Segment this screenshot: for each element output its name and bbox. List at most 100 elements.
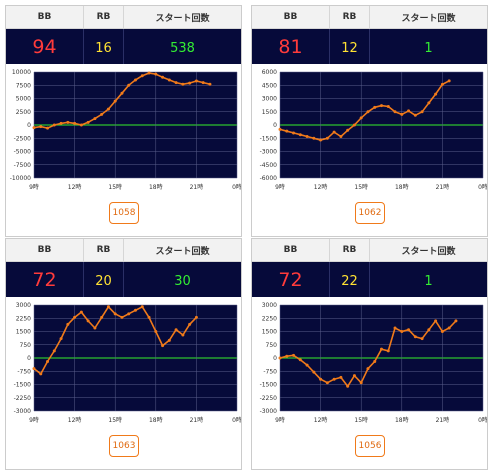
- y-tick-label: 0: [27, 122, 31, 129]
- data-point: [420, 337, 424, 341]
- x-tick-label: 21時: [190, 183, 204, 191]
- x-tick-label: 9時: [275, 416, 285, 424]
- x-tick-label: 15時: [354, 416, 368, 424]
- data-point: [52, 123, 56, 127]
- y-tick-label: -1500: [14, 382, 32, 389]
- data-point: [346, 384, 350, 388]
- start-count: 1: [369, 28, 487, 64]
- x-tick-label: 9時: [275, 183, 285, 191]
- y-tick-label: 3000: [16, 302, 31, 309]
- data-point: [201, 81, 205, 85]
- data-point: [188, 322, 192, 326]
- data-point: [106, 305, 110, 309]
- y-tick-label: 7500: [16, 82, 31, 89]
- machine-number-button[interactable]: 1056: [355, 435, 385, 457]
- x-tick-label: 15時: [108, 416, 122, 424]
- data-point: [66, 322, 70, 326]
- slump-chart: 10000 7500 5000 2500 0 -2500 -5000 -7500 -100009…: [10, 69, 241, 191]
- y-tick-label: 750: [266, 342, 278, 349]
- data-point: [93, 326, 97, 330]
- y-tick-label: -10000: [10, 175, 31, 182]
- data-point: [161, 344, 165, 348]
- start-value: 538: [170, 41, 195, 56]
- data-point: [79, 310, 83, 314]
- x-tick-label: 15時: [108, 183, 122, 191]
- data-point: [380, 104, 383, 108]
- stats-table: BB RB スタート回数 72 22 1: [252, 239, 487, 297]
- bb-value: 72: [32, 268, 57, 291]
- y-tick-label: 0: [273, 355, 277, 362]
- data-point: [298, 358, 302, 362]
- rb-count: 16: [83, 28, 124, 64]
- header-bb: BB: [6, 239, 85, 262]
- header-rb: RB: [329, 6, 370, 29]
- data-point: [292, 131, 296, 135]
- y-tick-label: 2250: [16, 315, 31, 322]
- data-point: [400, 112, 404, 116]
- data-point: [127, 312, 131, 316]
- y-tick-label: -750: [17, 368, 31, 375]
- data-point: [113, 312, 117, 316]
- x-tick-label: 12時: [314, 416, 328, 424]
- data-point: [325, 136, 329, 140]
- data-point: [285, 354, 289, 358]
- y-tick-label: 1500: [262, 109, 277, 116]
- stats-table: BB RB スタート回数 72 20 30: [6, 239, 241, 297]
- data-point: [292, 353, 296, 357]
- y-tick-label: -6000: [260, 175, 278, 182]
- y-tick-label: 6000: [262, 69, 277, 76]
- data-point: [278, 356, 282, 360]
- data-point: [140, 305, 144, 309]
- x-tick-label: 12時: [68, 183, 82, 191]
- y-tick-label: 0: [273, 122, 277, 129]
- data-point: [319, 138, 323, 142]
- data-point: [298, 133, 302, 137]
- rb-value: 22: [341, 274, 358, 289]
- start-value: 30: [174, 274, 191, 289]
- data-point: [39, 125, 43, 129]
- rb-count: 22: [329, 261, 370, 297]
- y-tick-label: -5000: [14, 149, 32, 156]
- rb-value: 12: [341, 41, 358, 56]
- x-tick-label: 21時: [436, 183, 450, 191]
- machine-card-1056: BB RB スタート回数 72 22 1 3000 2250 1500 750 0 -750 -1500…: [251, 238, 488, 470]
- data-point: [93, 117, 97, 121]
- x-tick-label: 21時: [436, 416, 450, 424]
- machine-number-button[interactable]: 1058: [109, 202, 139, 224]
- header-start: スタート回数: [123, 6, 241, 29]
- data-point: [373, 105, 377, 109]
- header-bb: BB: [252, 6, 331, 29]
- rb-value: 20: [95, 274, 112, 289]
- data-point: [46, 126, 50, 130]
- rb-count: 20: [83, 261, 124, 297]
- data-point: [147, 71, 151, 75]
- data-point: [86, 319, 90, 323]
- data-point: [73, 121, 77, 125]
- data-point: [194, 79, 198, 83]
- bb-value: 72: [278, 268, 303, 291]
- x-tick-label: 0時: [232, 183, 241, 191]
- x-tick-label: 21時: [190, 416, 204, 424]
- data-point: [400, 330, 404, 333]
- data-point: [447, 326, 451, 330]
- data-point: [352, 123, 356, 127]
- data-point: [420, 110, 424, 114]
- data-point: [174, 81, 178, 85]
- data-point: [208, 82, 212, 86]
- y-tick-label: 4500: [262, 82, 277, 89]
- bb-value: 81: [278, 35, 303, 58]
- data-point: [346, 128, 350, 132]
- data-point: [285, 129, 289, 133]
- data-point: [386, 349, 390, 353]
- data-point: [167, 78, 171, 82]
- machine-number-button[interactable]: 1063: [109, 435, 139, 457]
- y-tick-label: 3000: [262, 302, 277, 309]
- data-point: [59, 121, 63, 125]
- y-tick-label: -3000: [260, 408, 278, 415]
- bb-count: 72: [252, 261, 331, 297]
- y-tick-label: -7500: [14, 162, 32, 169]
- x-tick-label: 9時: [29, 183, 39, 191]
- machine-number-button[interactable]: 1062: [355, 202, 385, 224]
